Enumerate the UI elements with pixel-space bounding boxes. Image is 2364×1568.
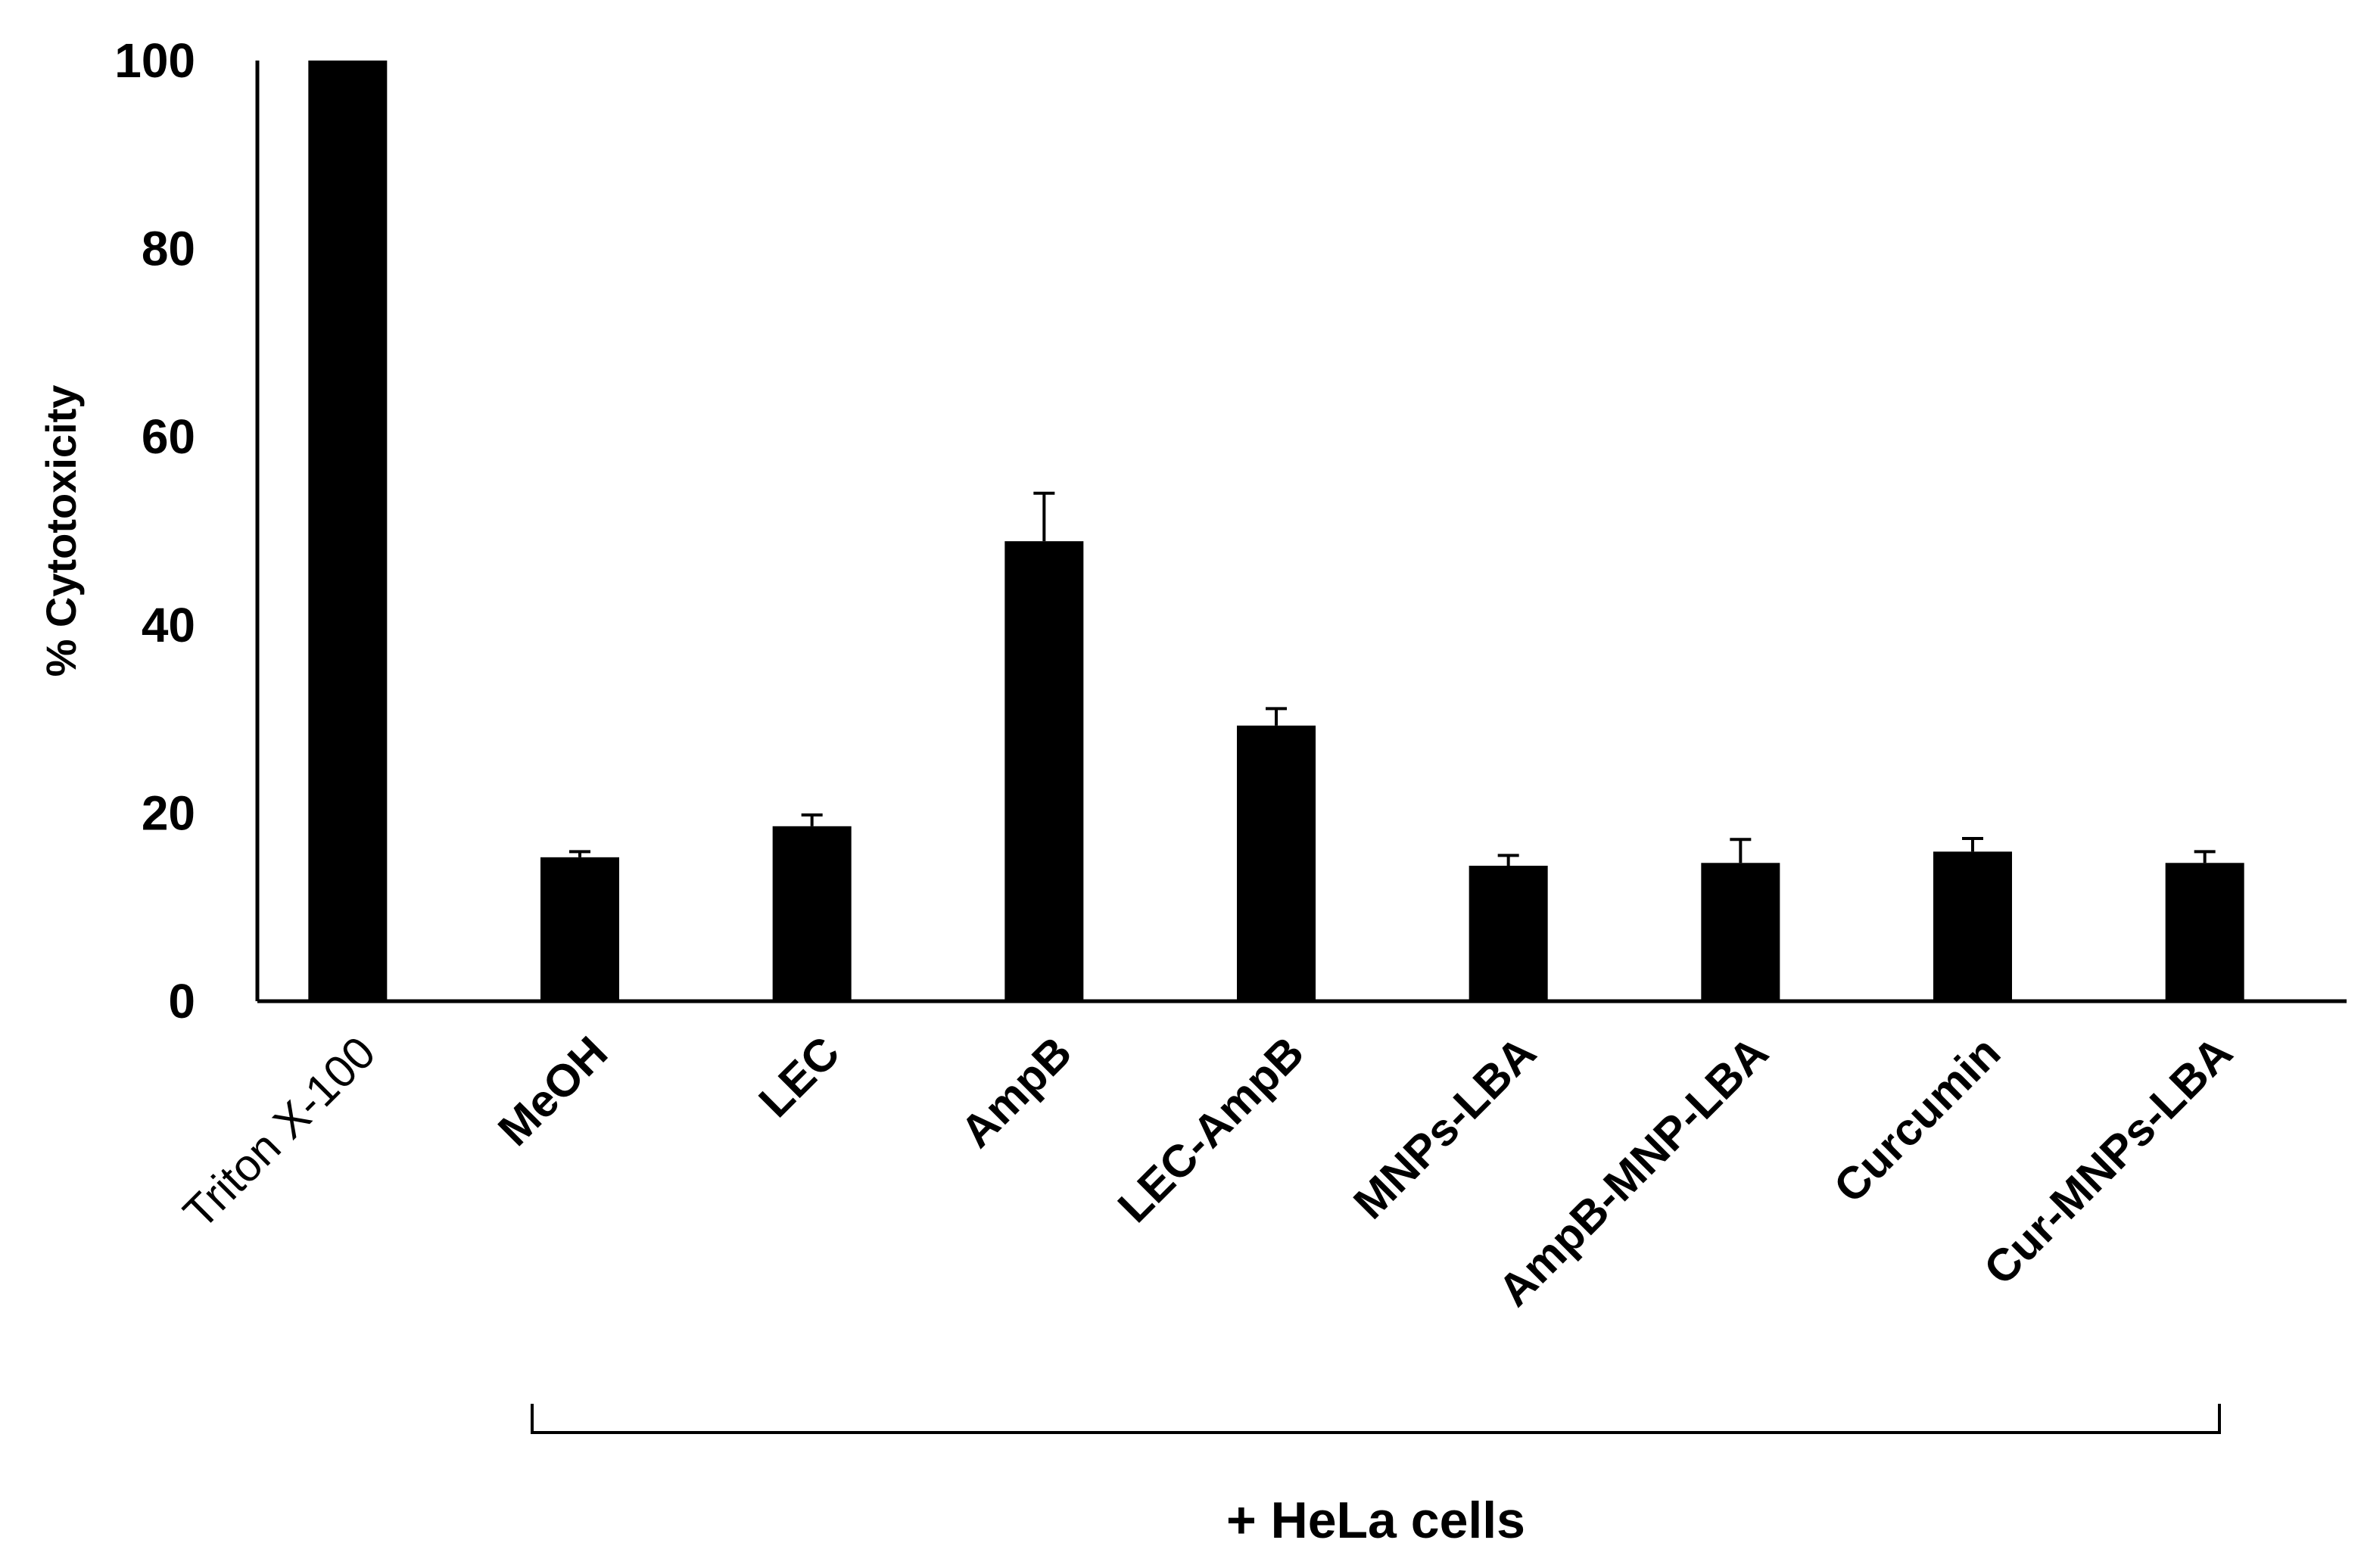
y-tick-label: 20 xyxy=(142,786,195,840)
y-tick-label: 100 xyxy=(114,33,195,88)
x-tick-label: AmpB xyxy=(951,1027,1081,1157)
bar xyxy=(1004,541,1084,1001)
x-tick-label: Curcumin xyxy=(1824,1027,2010,1212)
bar xyxy=(1933,851,2012,1001)
x-tick-label: LEC-AmpB xyxy=(1108,1027,1313,1232)
bar xyxy=(2165,863,2244,1001)
x-tick-label: MeOH xyxy=(488,1027,617,1156)
error-bars xyxy=(569,491,2216,866)
y-tick-label: 0 xyxy=(168,974,195,1028)
y-tick-label: 80 xyxy=(142,222,195,276)
y-tick-labels: 0 20 40 60 80 100 xyxy=(114,33,195,1028)
bar xyxy=(1237,725,1316,1001)
bar xyxy=(772,826,852,1001)
x-tick-label: Cur-MNPs-LBA xyxy=(1974,1027,2242,1295)
group-label: + HeLa cells xyxy=(1226,1492,1525,1549)
group-bracket xyxy=(531,1404,2221,1434)
x-tick-label: MNPs-LBA xyxy=(1344,1027,1546,1229)
bars xyxy=(308,61,2244,1001)
x-tick-labels: Triton X-100 MeOH LEC AmpB LEC-AmpB MNPs-LBAA… xyxy=(173,1027,2242,1316)
y-tick-label: 60 xyxy=(142,409,195,464)
bar xyxy=(1701,863,1780,1001)
bar xyxy=(1469,866,1548,1001)
bar xyxy=(540,857,619,1001)
y-tick-label: 40 xyxy=(142,598,195,652)
x-tick-label: LEC xyxy=(749,1027,849,1127)
y-axis-label: % Cytotoxicity xyxy=(37,385,85,677)
x-tick-label: Triton X-100 xyxy=(173,1027,385,1238)
bar xyxy=(308,61,388,1001)
